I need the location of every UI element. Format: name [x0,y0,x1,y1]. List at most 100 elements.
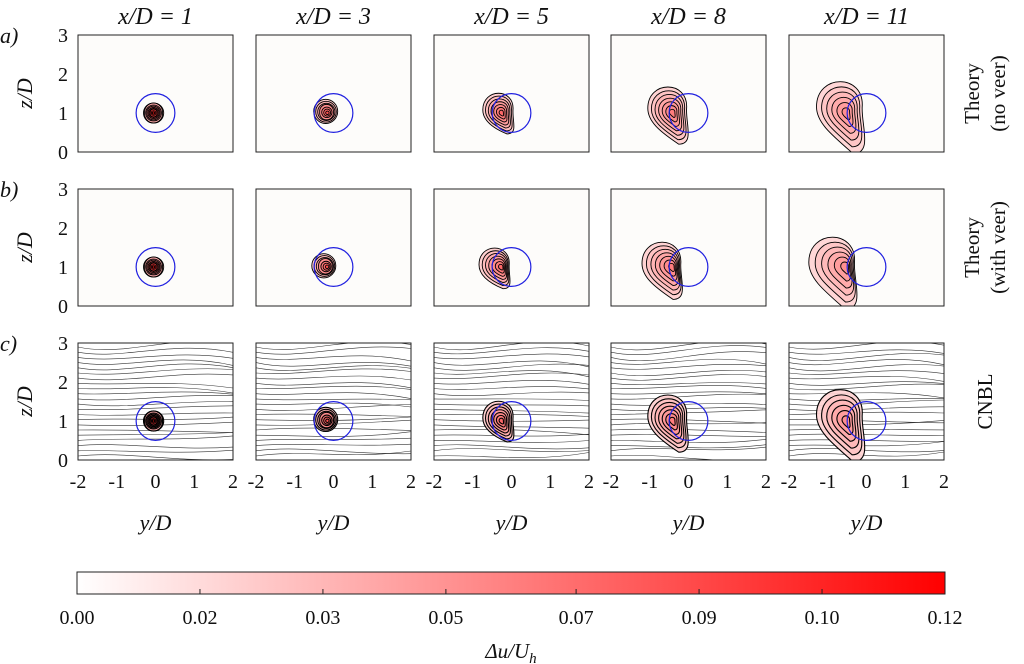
streamline [611,391,766,395]
colorbar-gradient [76,571,946,595]
column-title: x/D = 11 [823,4,909,30]
streamline [611,369,766,377]
panel-content [611,343,766,460]
wake-contour [498,417,505,425]
streamline [434,372,589,379]
x-tick-label: -2 [603,471,620,493]
streamline [789,349,944,355]
colorbar: 0.00 0.02 0.03 0.05 0.07 0.09 0.10 0.12 Δu/Uh [60,571,963,664]
x-tick-label: 0 [151,471,161,493]
column-title: x/D = 5 [473,4,549,30]
streamline [78,359,233,366]
x-tick-label: 0 [684,471,694,493]
streamline [78,373,233,381]
streamline [611,345,766,355]
streamline [434,398,589,401]
panel-content [478,247,532,290]
x-tick-label: 2 [761,471,771,493]
colorbar-tick-label: 0.12 [928,607,963,629]
x-axis-label: y/D [849,510,883,535]
y-tick-label: 2 [58,218,68,240]
panel-frame [433,342,590,461]
streamline [78,391,233,395]
streamline [256,398,411,401]
panel-content [808,236,887,306]
streamline [256,382,411,389]
x-axis-label: y/D [316,510,350,535]
panel-content [313,93,354,133]
streamline [78,395,233,401]
panel-0-2 [433,34,590,153]
x-tick-label: 2 [939,471,949,493]
wake-contour [498,263,504,271]
wake-contour [324,264,330,269]
colorbar-tick-label: 0.05 [428,607,463,629]
panel-content [641,241,709,300]
streamline [611,343,766,351]
rotor-disk-circle [135,93,176,133]
panel-content [78,343,233,460]
panel-2-3: -2 -1 0 1 2 y/D [603,342,771,535]
panel-letter-label: c) [0,331,17,356]
streamline [256,443,411,446]
streamline [434,360,589,368]
streamline [78,387,233,394]
streamline [256,402,411,408]
rotor-disk-circle [491,93,532,133]
streamline [434,379,589,385]
panel-frame [610,188,767,307]
streamline [78,401,233,407]
streamline [256,431,411,437]
wake-contour [325,418,330,423]
streamline [78,368,233,375]
panel-1-1 [255,188,412,307]
panel-frame [255,342,412,461]
panel-frame [77,34,234,153]
panel-0-0: 0 1 2 3 z/D [12,25,234,164]
colorbar-tick-label: 0.02 [182,607,217,629]
annotations: a)Theory (no veer)b)Theory (with veer)c)CN… [0,4,1010,430]
streamline [256,375,411,381]
rotor-disk-circle [135,401,176,441]
streamline [256,392,411,399]
panel-1-0: 0 1 2 3 z/D [12,179,234,318]
streamline [256,365,411,371]
panel-frame [77,342,234,461]
y-axis-label: z/D [12,78,37,110]
streamline [78,363,233,371]
streamline [789,383,944,391]
streamline [434,452,589,459]
streamline [78,354,233,360]
panel-frame [788,342,945,461]
y-tick-label: 1 [58,257,68,279]
x-tick-label: -2 [70,471,87,493]
rotor-disk-circle [313,93,354,133]
panel-frame [788,188,945,307]
streamline [78,449,233,453]
panel-content [647,86,709,145]
streamline [78,347,233,355]
rotor-disk-circle [846,401,887,441]
streamline [256,346,411,355]
column-title: x/D = 3 [295,4,371,30]
colorbar-tick-label: 0.10 [805,607,840,629]
streamline [789,392,944,399]
streamline [434,353,589,360]
x-axis-label: y/D [138,510,172,535]
y-tick-label: 2 [58,64,68,86]
streamline [256,343,411,350]
y-axis-label: z/D [12,232,37,264]
wake-contour [151,111,156,115]
streamline [789,343,944,350]
x-tick-label: -2 [248,471,265,493]
panel-content [256,343,411,457]
panel-1-4 [788,188,945,307]
streamline [789,376,944,382]
panel-frame [255,188,412,307]
streamline [789,353,944,361]
panel-letter-label: b) [0,177,18,202]
panel-content [434,343,589,459]
streamline [78,383,233,389]
y-tick-label: 0 [58,142,68,164]
streamline [256,450,411,457]
